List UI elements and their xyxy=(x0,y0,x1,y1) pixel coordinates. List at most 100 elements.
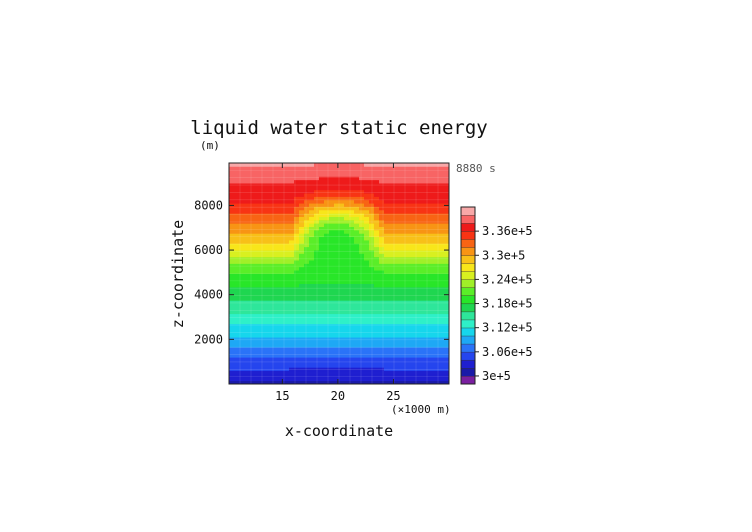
heatmap-cell xyxy=(429,193,435,197)
heatmap-cell xyxy=(259,209,265,214)
heatmap-cell xyxy=(244,360,250,365)
heatmap-cell xyxy=(399,209,405,214)
heatmap-cell xyxy=(354,196,360,201)
heatmap-cell xyxy=(404,337,410,341)
heatmap-cell xyxy=(379,333,385,338)
heatmap-cell xyxy=(334,367,340,372)
heatmap-cell xyxy=(314,183,320,187)
heatmap-cell xyxy=(424,306,430,311)
heatmap-cell xyxy=(294,300,300,305)
heatmap-cell xyxy=(359,293,365,298)
heatmap-cell xyxy=(279,343,285,348)
heatmap-cell xyxy=(279,253,285,258)
heatmap-cell xyxy=(364,209,370,214)
heatmap-cell xyxy=(254,206,260,211)
heatmap-cell xyxy=(229,306,235,311)
heatmap-cell xyxy=(304,340,310,345)
heatmap-cell xyxy=(389,250,395,254)
heatmap-cell xyxy=(389,276,395,281)
heatmap-cell xyxy=(244,347,250,351)
colorbar-swatch xyxy=(460,255,476,264)
heatmap-cell xyxy=(354,380,360,385)
heatmap-cell xyxy=(244,310,250,315)
heatmap-cell xyxy=(374,337,380,341)
heatmap-cell xyxy=(439,283,445,288)
heatmap-cell xyxy=(299,300,305,305)
heatmap-cell xyxy=(234,189,240,194)
heatmap-cell xyxy=(244,260,250,264)
heatmap-cell xyxy=(404,163,410,167)
heatmap-cell xyxy=(229,209,235,214)
heatmap-cell xyxy=(329,173,335,177)
heatmap-cell xyxy=(409,373,415,378)
heatmap-cell xyxy=(404,179,410,184)
heatmap-cell xyxy=(429,233,435,238)
heatmap-cell xyxy=(394,330,400,335)
heatmap-cell xyxy=(309,320,315,325)
heatmap-cell xyxy=(439,377,445,382)
heatmap-cell xyxy=(294,323,300,328)
heatmap-cell xyxy=(409,236,415,241)
heatmap-cell xyxy=(424,367,430,372)
heatmap-cell xyxy=(389,179,395,184)
heatmap-cell xyxy=(324,313,330,318)
heatmap-cell xyxy=(244,193,250,197)
heatmap-cell xyxy=(374,296,380,301)
heatmap-cell xyxy=(324,303,330,308)
heatmap-cell xyxy=(339,216,345,221)
heatmap-cell xyxy=(279,300,285,305)
heatmap-cell xyxy=(249,179,255,184)
heatmap-cell xyxy=(254,203,260,207)
heatmap-cell xyxy=(424,353,430,358)
heatmap-cell xyxy=(404,213,410,217)
heatmap-cell xyxy=(299,186,305,191)
heatmap-cell xyxy=(239,286,245,291)
heatmap-cell xyxy=(229,166,235,171)
heatmap-cell xyxy=(304,380,310,385)
heatmap-cell xyxy=(354,169,360,174)
heatmap-cell xyxy=(294,203,300,207)
heatmap-cell xyxy=(374,256,380,261)
heatmap-cell xyxy=(414,337,420,341)
heatmap-cell xyxy=(404,290,410,294)
heatmap-cell xyxy=(244,283,250,288)
heatmap-cell xyxy=(274,229,280,234)
heatmap-cell xyxy=(234,216,240,221)
heatmap-cell xyxy=(319,323,325,328)
heatmap-cell xyxy=(414,199,420,204)
heatmap-cell xyxy=(229,266,235,271)
heatmap-cell xyxy=(439,223,445,228)
heatmap-cell xyxy=(344,283,350,288)
heatmap-cell xyxy=(254,280,260,284)
heatmap-cell xyxy=(239,373,245,378)
heatmap-cell xyxy=(429,296,435,301)
heatmap-cell xyxy=(249,169,255,174)
heatmap-cell xyxy=(419,260,425,264)
heatmap-cell xyxy=(369,226,375,231)
heatmap-cell xyxy=(339,213,345,217)
heatmap-cell xyxy=(444,270,450,274)
heatmap-cell xyxy=(264,209,270,214)
heatmap-cell xyxy=(234,377,240,382)
heatmap-cell xyxy=(354,337,360,341)
heatmap-cell xyxy=(429,323,435,328)
heatmap-cell xyxy=(349,310,355,315)
heatmap-cell xyxy=(259,186,265,191)
heatmap-cell xyxy=(389,373,395,378)
heatmap-cell xyxy=(314,223,320,228)
heatmap-cell xyxy=(229,236,235,241)
heatmap-cell xyxy=(264,286,270,291)
heatmap-cell xyxy=(239,236,245,241)
heatmap-cell xyxy=(439,229,445,234)
heatmap-cell xyxy=(239,213,245,217)
heatmap-cell xyxy=(379,250,385,254)
heatmap-cell xyxy=(299,347,305,351)
heatmap-cell xyxy=(349,199,355,204)
heatmap-cell xyxy=(429,303,435,308)
heatmap-cell xyxy=(409,223,415,228)
heatmap-cell xyxy=(444,280,450,284)
heatmap-cell xyxy=(339,223,345,228)
heatmap-cell xyxy=(409,360,415,365)
heatmap-cell xyxy=(274,343,280,348)
colorbar-swatch xyxy=(460,238,476,248)
